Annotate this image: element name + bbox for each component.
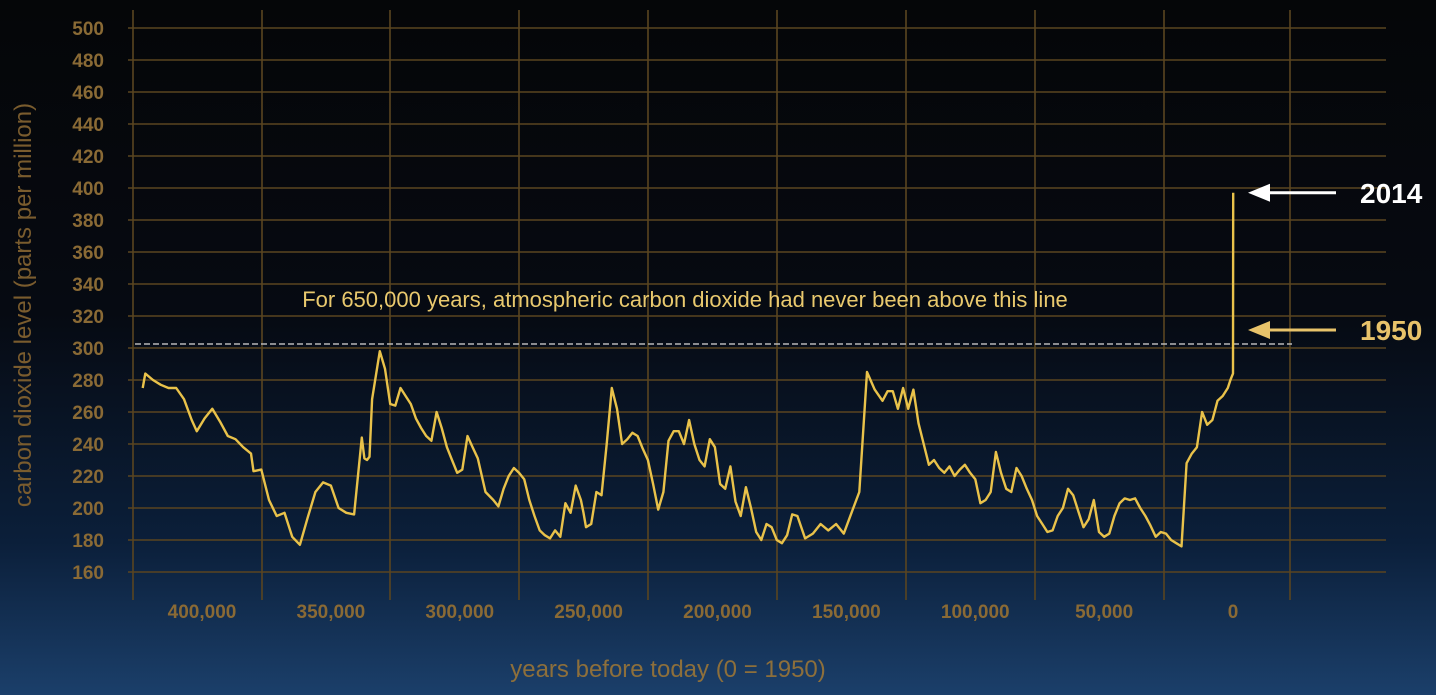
y-tick-label: 240 bbox=[72, 435, 104, 456]
y-tick-label: 180 bbox=[72, 531, 104, 552]
y-tick-label: 360 bbox=[72, 243, 104, 264]
annotation-2014: 2014 bbox=[1248, 178, 1423, 209]
y-tick-label: 380 bbox=[72, 211, 104, 232]
y-tick-label: 420 bbox=[72, 147, 104, 168]
x-tick-label: 100,000 bbox=[941, 602, 1010, 623]
y-tick-label: 260 bbox=[72, 403, 104, 424]
y-tick-labels: 160 180 200 220 240 260 280 300 320 340 360 380 400 4… bbox=[72, 19, 104, 584]
y-tick-label: 340 bbox=[72, 275, 104, 296]
arrow-left-icon bbox=[1248, 183, 1270, 202]
annotations: 2014 1950 bbox=[1248, 178, 1423, 346]
grid bbox=[128, 10, 1386, 600]
x-tick-label: 0 bbox=[1228, 602, 1239, 623]
y-tick-label: 440 bbox=[72, 115, 104, 136]
y-tick-label: 280 bbox=[72, 371, 104, 392]
y-tick-label: 320 bbox=[72, 307, 104, 328]
y-tick-label: 200 bbox=[72, 499, 104, 520]
annotation-1950: 1950 bbox=[1248, 315, 1422, 346]
co2-series bbox=[141, 192, 1235, 548]
annotation-label: 2014 bbox=[1360, 178, 1423, 209]
reference-line-label: For 650,000 years, atmospheric carbon di… bbox=[302, 287, 1068, 312]
x-tick-label: 50,000 bbox=[1075, 602, 1133, 623]
x-tick-label: 350,000 bbox=[297, 602, 366, 623]
co2-series-line bbox=[141, 192, 1235, 548]
y-tick-label: 160 bbox=[72, 563, 104, 584]
annotation-label: 1950 bbox=[1360, 315, 1422, 346]
y-tick-label: 480 bbox=[72, 51, 104, 72]
y-tick-label: 500 bbox=[72, 19, 104, 40]
y-axis-label: carbon dioxide level (parts per million) bbox=[10, 103, 37, 507]
y-tick-label: 220 bbox=[72, 467, 104, 488]
y-tick-label: 460 bbox=[72, 83, 104, 104]
x-tick-label: 200,000 bbox=[683, 602, 752, 623]
x-axis-label: years before today (0 = 1950) bbox=[510, 656, 826, 683]
x-tick-label: 300,000 bbox=[425, 602, 494, 623]
x-tick-label: 250,000 bbox=[554, 602, 623, 623]
y-tick-label: 300 bbox=[72, 339, 104, 360]
x-tick-labels: 400,000 350,000 300,000 250,000 200,000 150,0… bbox=[168, 602, 1239, 623]
x-tick-label: 150,000 bbox=[812, 602, 881, 623]
x-tick-label: 400,000 bbox=[168, 602, 237, 623]
y-tick-label: 400 bbox=[72, 179, 104, 200]
reference-line-group: For 650,000 years, atmospheric carbon di… bbox=[135, 287, 1292, 345]
arrow-left-icon bbox=[1248, 321, 1270, 339]
